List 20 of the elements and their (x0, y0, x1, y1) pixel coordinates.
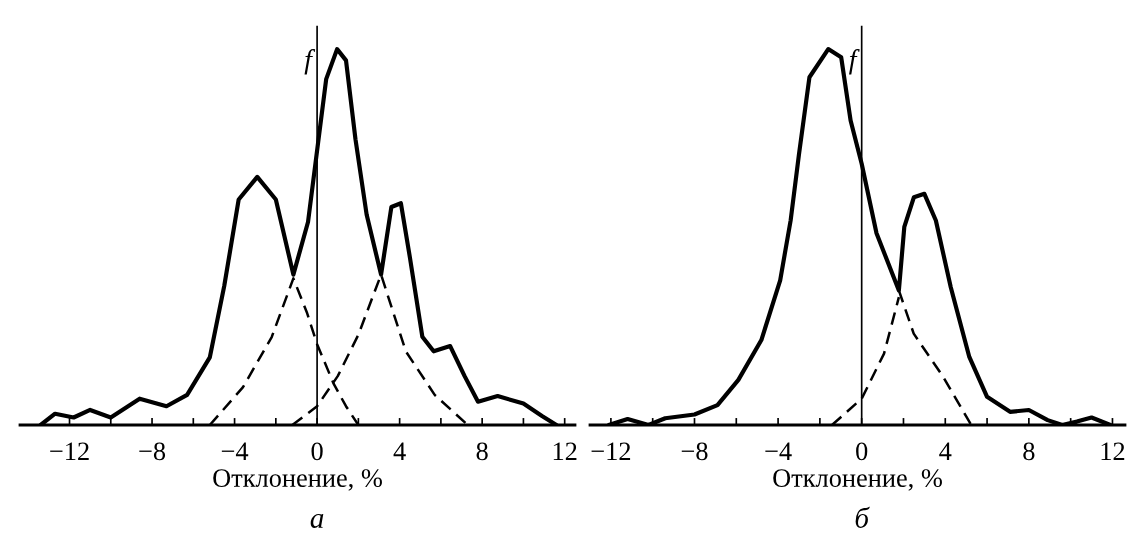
x-tick-label: 4 (939, 442, 952, 460)
x-tick-label: −8 (139, 442, 166, 461)
x-tick-label: 0 (311, 442, 323, 461)
y-axis-title: f (849, 49, 860, 75)
x-tick-label: −12 (50, 442, 89, 460)
text: а (310, 513, 324, 528)
x-tick-label: 8 (1023, 442, 1035, 461)
x-axis-title: Отклонение, % (773, 469, 942, 491)
x-tick-label: 0 (856, 442, 868, 461)
x-tick-label: 8 (476, 442, 488, 461)
x-axis-title: Отклонение, % (213, 469, 382, 491)
x-tick-label: 12 (553, 442, 577, 460)
x-tick-label: 12 (1101, 442, 1125, 460)
x-tick-label: 4 (393, 442, 406, 460)
x-tick-label: −4 (221, 442, 249, 460)
text: б (855, 506, 870, 528)
y-axis-title: f (304, 49, 316, 75)
x-tick-label: −8 (681, 442, 708, 461)
x-tick-label: −4 (765, 442, 792, 460)
x-tick-label: −12 (591, 442, 631, 460)
